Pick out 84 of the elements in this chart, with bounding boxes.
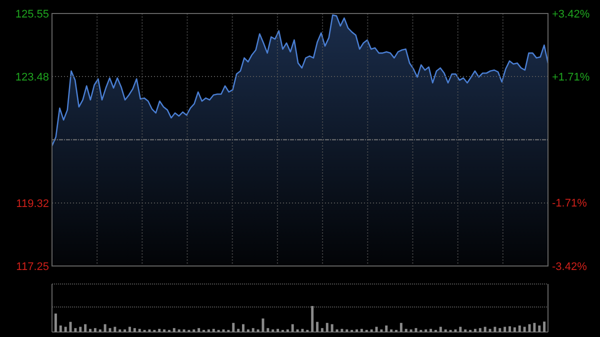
bar xyxy=(430,328,432,332)
bar xyxy=(518,326,521,332)
y2-tick-label: -1.71% xyxy=(552,198,588,210)
bar xyxy=(538,326,541,332)
bar xyxy=(340,328,344,332)
bar xyxy=(459,326,462,332)
bar xyxy=(138,328,141,332)
bar xyxy=(89,328,92,332)
bar xyxy=(276,328,280,332)
y-tick-label: 123.48 xyxy=(15,71,49,84)
bar xyxy=(543,322,546,332)
bar xyxy=(370,329,373,332)
bar xyxy=(64,326,67,332)
bar xyxy=(504,326,506,332)
bar xyxy=(424,329,428,332)
bar xyxy=(207,329,210,332)
bar xyxy=(356,329,358,332)
bar xyxy=(182,329,186,332)
bar xyxy=(484,326,486,332)
bar xyxy=(252,328,254,332)
bar xyxy=(311,306,314,332)
bar xyxy=(133,328,136,332)
bar xyxy=(124,329,126,332)
bar xyxy=(79,326,82,332)
bar xyxy=(266,328,270,332)
bar xyxy=(158,328,161,332)
y2-tick-label: +1.71% xyxy=(552,71,590,84)
bar xyxy=(474,328,476,332)
bar xyxy=(94,328,96,332)
bar xyxy=(400,322,402,332)
bar xyxy=(272,329,274,332)
bar xyxy=(330,324,334,332)
bar xyxy=(414,328,418,332)
bar xyxy=(320,328,324,332)
bar xyxy=(390,329,393,332)
bar xyxy=(192,329,196,332)
bar xyxy=(74,328,77,332)
bar xyxy=(296,329,299,332)
bar xyxy=(232,322,235,332)
bar xyxy=(54,314,57,332)
bar xyxy=(360,328,363,332)
bar xyxy=(128,326,131,332)
y-tick-label: 119.32 xyxy=(16,198,49,210)
bar xyxy=(148,329,151,332)
bar xyxy=(237,328,240,332)
y-tick-label: 117.25 xyxy=(16,260,49,273)
bar xyxy=(346,329,348,332)
bar xyxy=(523,326,526,332)
bar xyxy=(380,329,383,332)
bar xyxy=(118,329,122,332)
y2-tick-label: +3.42% xyxy=(552,8,590,20)
bar xyxy=(454,329,457,332)
bar xyxy=(498,328,502,332)
bar xyxy=(242,324,244,332)
bar xyxy=(508,326,511,332)
bar xyxy=(439,326,442,332)
bar xyxy=(114,326,116,332)
bar xyxy=(104,324,106,332)
bar xyxy=(385,326,388,332)
y-tick-label: 125.55 xyxy=(15,8,49,20)
bar xyxy=(246,329,250,332)
bar xyxy=(172,328,176,332)
bar xyxy=(212,328,215,332)
bar xyxy=(513,327,516,332)
bar xyxy=(444,329,447,332)
bar xyxy=(478,328,482,332)
bar xyxy=(198,328,200,332)
bar xyxy=(256,329,260,332)
bar xyxy=(326,322,328,332)
bar xyxy=(316,322,319,332)
bar xyxy=(464,329,467,332)
bar xyxy=(98,329,102,332)
bar xyxy=(410,329,412,332)
bar xyxy=(59,326,62,332)
bar xyxy=(301,328,304,332)
bar xyxy=(163,329,166,332)
bar xyxy=(178,329,180,332)
bar xyxy=(291,324,294,332)
y2-tick-label: -3.42% xyxy=(552,260,588,273)
bar xyxy=(494,326,496,332)
bar xyxy=(404,328,408,332)
bar xyxy=(84,324,87,332)
bar xyxy=(286,329,289,332)
bar xyxy=(533,322,536,332)
